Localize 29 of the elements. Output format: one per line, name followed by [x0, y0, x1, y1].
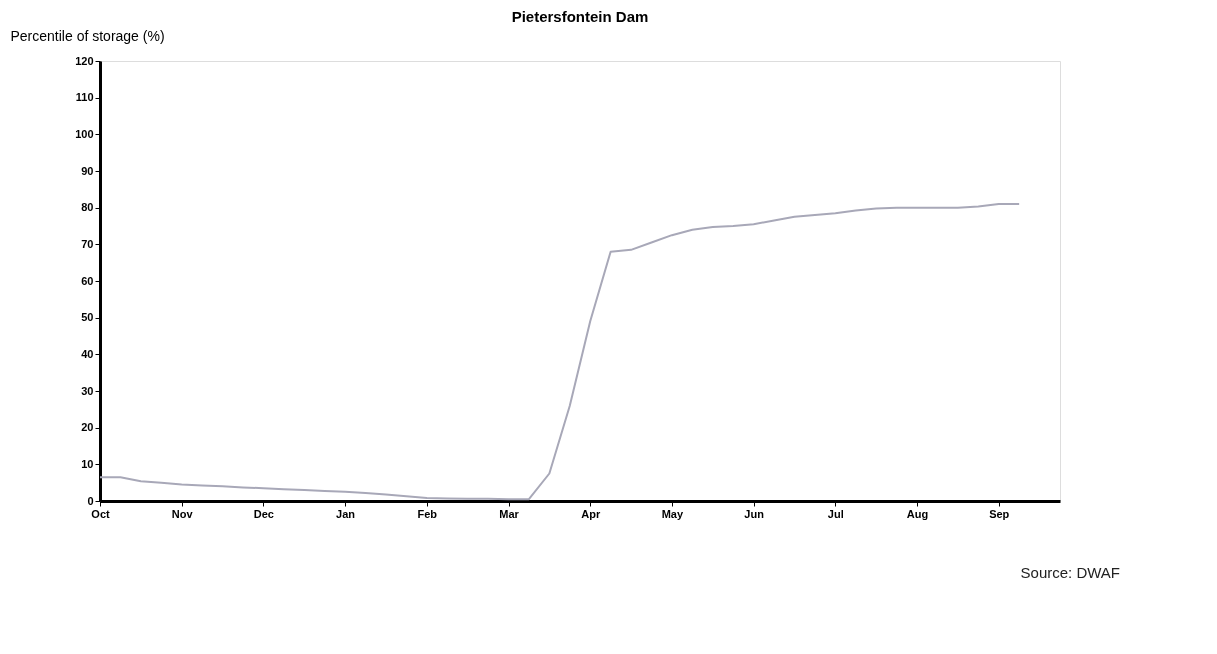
- y-tick-label: 40: [81, 347, 94, 360]
- x-tick-label: Dec: [253, 507, 274, 520]
- y-tick-label: 100: [75, 127, 94, 140]
- y-tick-label: 50: [81, 311, 94, 324]
- x-tick-label: Feb: [417, 507, 438, 520]
- y-tick-label: 60: [81, 274, 94, 287]
- x-tick-label: Sep: [989, 507, 1010, 520]
- y-tick-label: 90: [81, 164, 94, 177]
- x-tick-label: Oct: [91, 507, 110, 520]
- y-tick-label: 110: [75, 91, 94, 104]
- y-tick-label: 10: [81, 457, 94, 470]
- line-series: [99, 203, 1021, 501]
- chart-title: Pietersfontein Dam: [511, 8, 649, 25]
- x-tick-label: Jul: [827, 507, 844, 520]
- y-tick-label: 80: [81, 201, 94, 214]
- y-axis-title: Percentile of storage (%): [10, 27, 165, 44]
- y-tick-label: 120: [75, 54, 94, 67]
- x-tick-label: Jan: [336, 507, 356, 520]
- x-tick-label: Mar: [499, 507, 520, 520]
- y-tick-label: 20: [81, 421, 94, 434]
- x-tick-label: Jun: [744, 507, 765, 520]
- source-note: Source: DWAF: [1020, 564, 1120, 581]
- y-tick-label: 0: [87, 494, 94, 507]
- x-tick-label: May: [661, 507, 684, 520]
- x-tick-label: Nov: [171, 507, 194, 520]
- x-tick-label: Apr: [581, 507, 601, 520]
- x-tick-label: Aug: [906, 507, 929, 520]
- y-tick-label: 70: [81, 237, 94, 250]
- y-tick-label: 30: [81, 384, 94, 397]
